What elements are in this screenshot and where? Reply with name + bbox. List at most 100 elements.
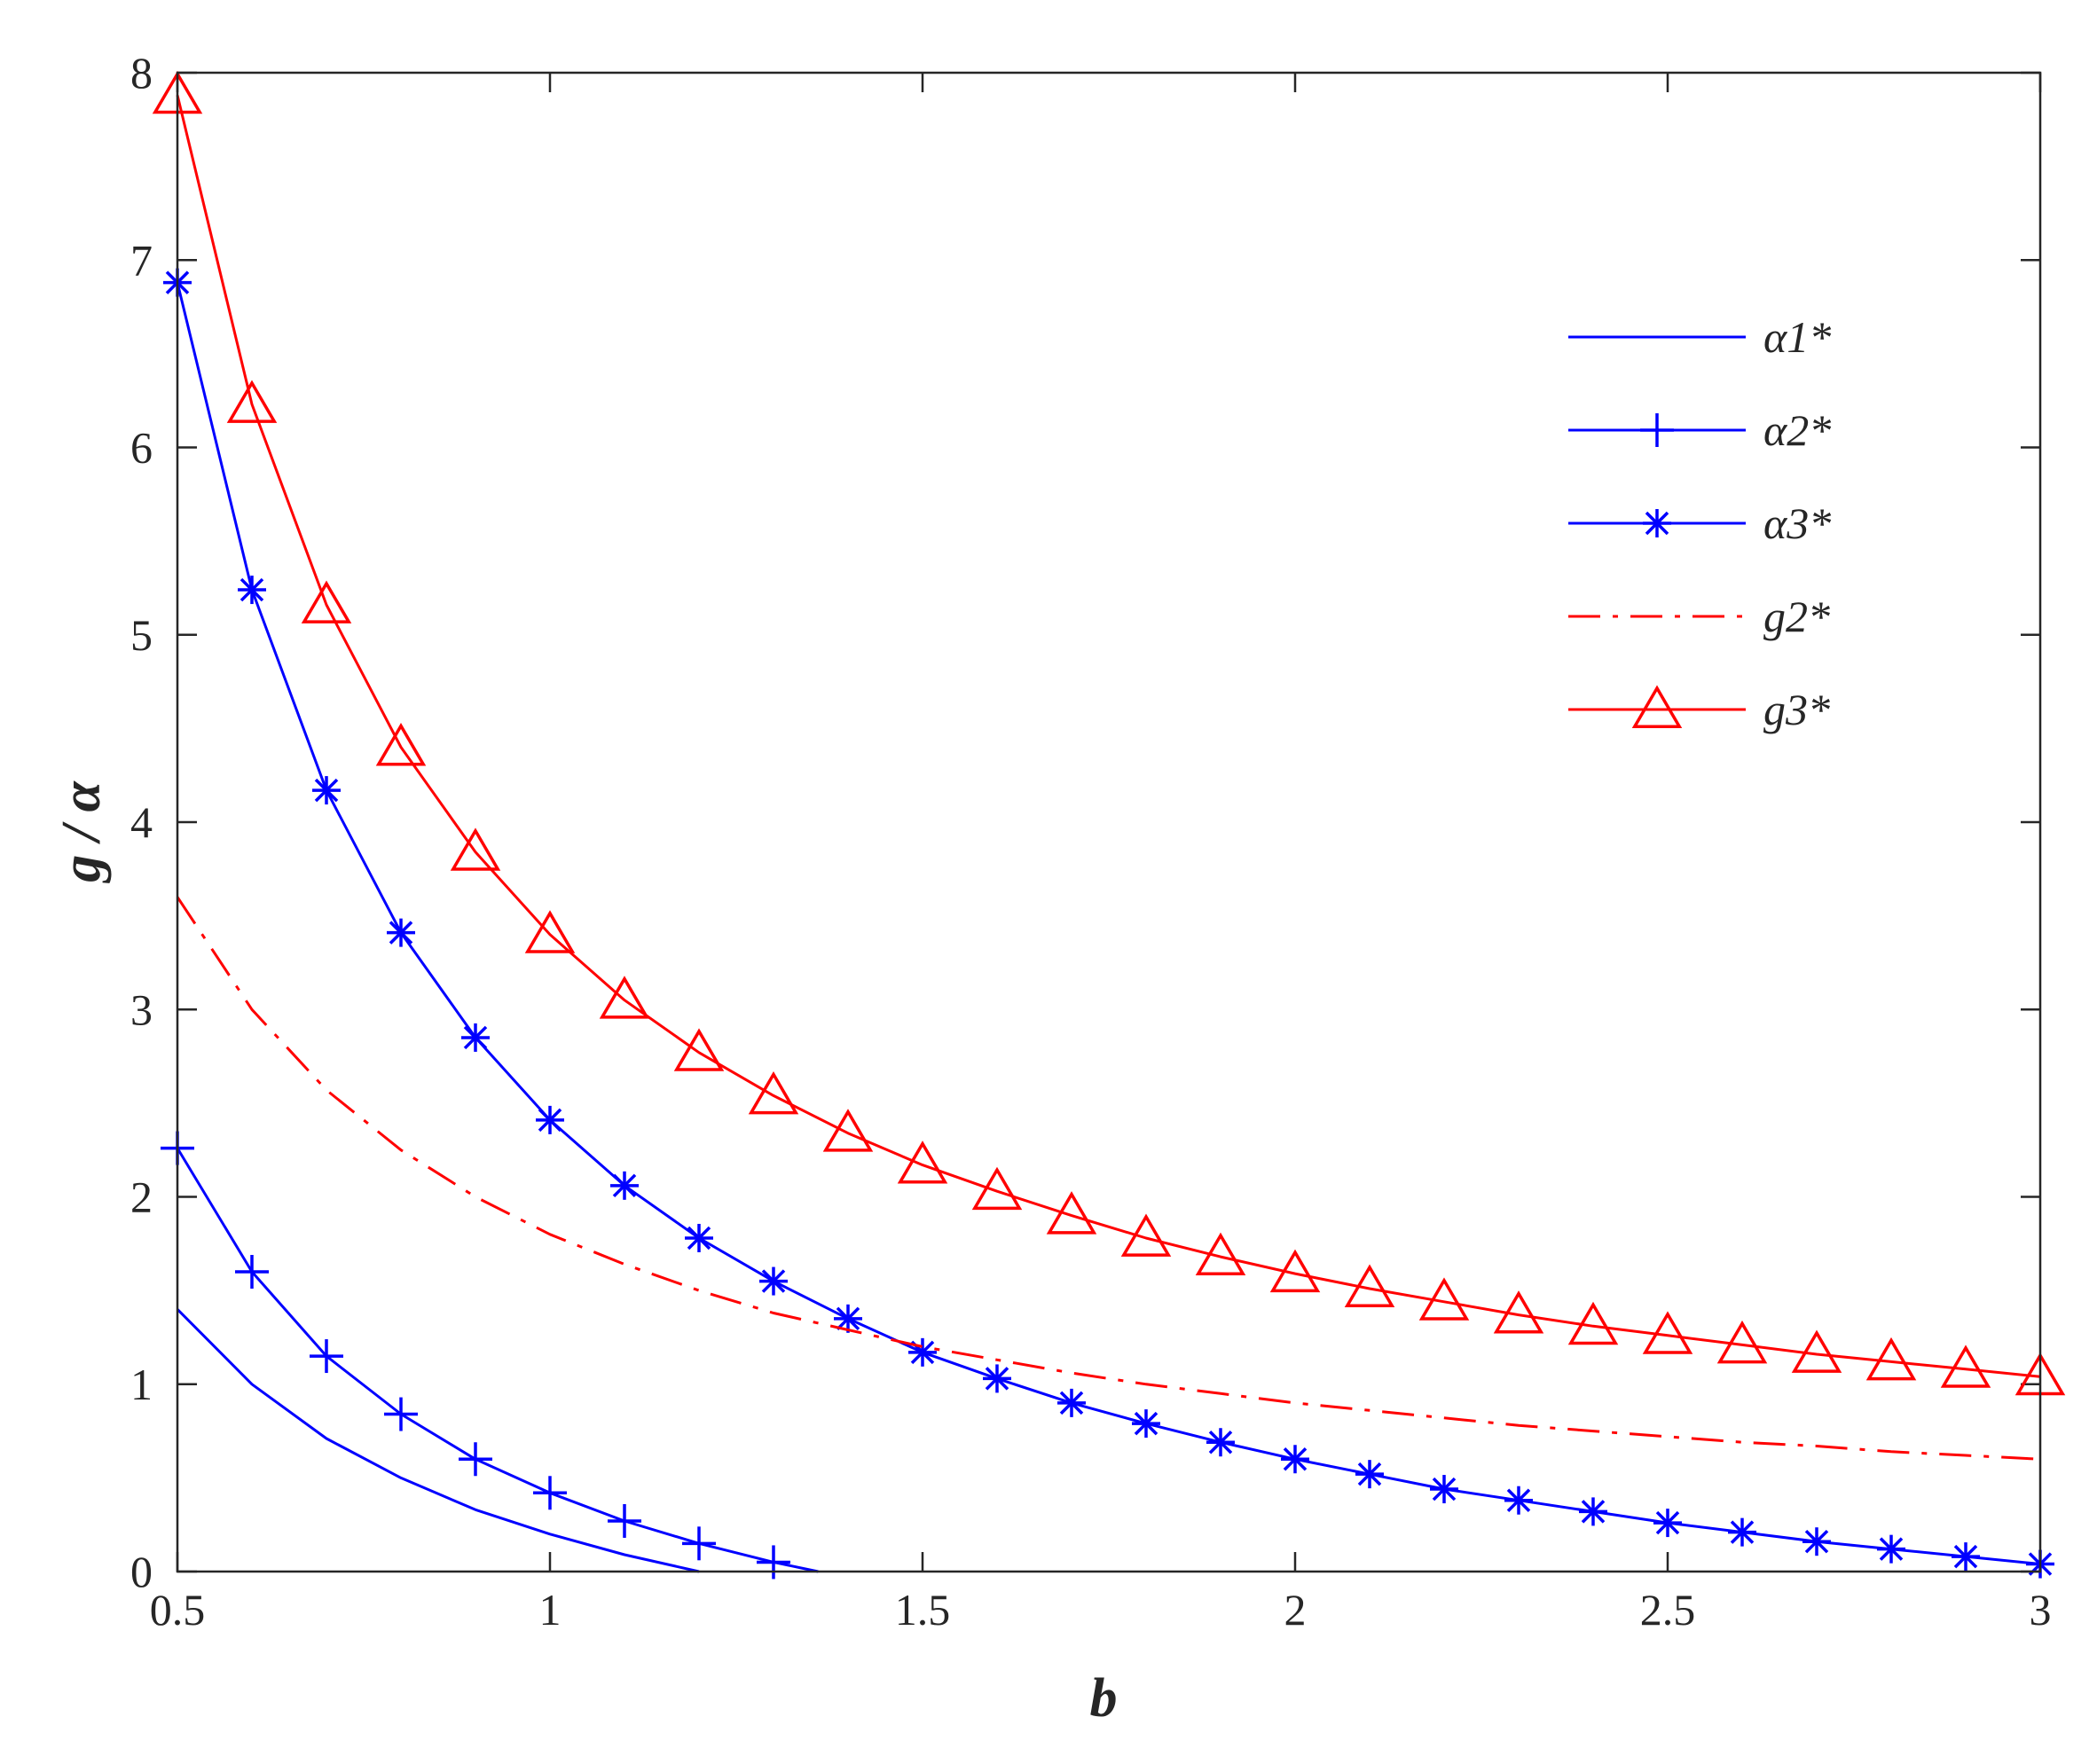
x-tick-label: 1.5 — [895, 1585, 951, 1635]
legend-marker — [1643, 509, 1671, 537]
data-point — [1865, 1337, 1917, 1381]
data-point — [1940, 1345, 1991, 1388]
y-tick-label: 5 — [130, 610, 153, 660]
legend-label: α1* — [1763, 312, 1831, 362]
data-point — [459, 1442, 492, 1477]
series-2 — [161, 1131, 819, 1580]
y-tick-label: 3 — [130, 984, 153, 1034]
legend-label: g3* — [1763, 685, 1830, 734]
series-line — [176, 1308, 700, 1573]
data-point — [1493, 1290, 1544, 1334]
data-point — [748, 1070, 799, 1115]
data-point — [1579, 1497, 1607, 1526]
data-point — [1120, 1213, 1172, 1257]
data-point — [1195, 1232, 1246, 1276]
plot-area — [177, 73, 2040, 1572]
series-3 — [163, 268, 2054, 1579]
legend-item: g3* — [1568, 685, 1830, 734]
x-tick-label: 2 — [1284, 1585, 1307, 1635]
plot-background — [177, 73, 2040, 1572]
data-point — [533, 1476, 567, 1510]
data-point — [682, 1526, 716, 1561]
data-point — [1344, 1264, 1395, 1307]
legend-marker — [1640, 413, 1674, 447]
legend-label: α3* — [1763, 498, 1831, 548]
data-point — [1791, 1329, 1842, 1373]
data-point — [387, 918, 415, 947]
data-point — [536, 1105, 564, 1134]
series-line — [176, 1147, 819, 1573]
data-point — [1653, 1509, 1682, 1538]
legend-item: α2* — [1568, 405, 1831, 455]
y-tick-label: 4 — [130, 797, 153, 847]
data-point — [301, 580, 352, 623]
data-point — [310, 1339, 343, 1374]
data-point — [897, 1141, 948, 1184]
legend: α1* α2* α3* g2* g3* — [1568, 312, 1831, 734]
series-4 — [176, 896, 2041, 1461]
data-point — [822, 1109, 874, 1152]
data-point — [235, 1255, 269, 1289]
data-point — [908, 1337, 937, 1367]
data-point — [312, 776, 341, 805]
data-point — [1046, 1191, 1097, 1235]
data-point — [461, 1023, 490, 1052]
legend-item: g2* — [1568, 592, 1830, 641]
y-axis-title: g / α — [51, 780, 112, 884]
data-point — [226, 380, 278, 423]
series-line — [176, 896, 2041, 1461]
data-point — [1281, 1445, 1309, 1474]
x-tick-label: 1 — [539, 1585, 562, 1635]
data-point — [238, 576, 266, 605]
y-tick-label: 0 — [130, 1547, 153, 1596]
y-tick-label: 6 — [130, 423, 153, 473]
y-tick-label: 2 — [130, 1172, 153, 1222]
data-point — [1355, 1460, 1384, 1489]
series-1 — [176, 1308, 700, 1573]
x-tick-label: 2.5 — [1640, 1585, 1696, 1635]
legend-label: α2* — [1763, 405, 1831, 455]
x-axis-title: b — [1090, 1668, 1118, 1729]
data-point — [834, 1304, 862, 1333]
legend-label: g2* — [1763, 592, 1830, 641]
data-point — [757, 1545, 790, 1580]
data-point — [375, 723, 427, 766]
legend-marker — [1631, 685, 1683, 728]
y-tick-label: 8 — [130, 48, 153, 98]
legend-item: α3* — [1568, 498, 1831, 548]
data-point — [983, 1364, 1011, 1393]
data-point — [1567, 1301, 1619, 1345]
y-tick-label: 7 — [130, 235, 153, 285]
data-point — [1430, 1475, 1458, 1504]
data-point — [1418, 1277, 1470, 1321]
data-point — [1728, 1517, 1756, 1547]
series-line — [176, 282, 2041, 1565]
data-point — [1642, 1311, 1693, 1354]
plot-frame — [176, 71, 2042, 1573]
data-point — [610, 1171, 639, 1200]
data-point — [1952, 1542, 1980, 1572]
y-tick-label: 1 — [130, 1360, 153, 1409]
data-point — [1206, 1428, 1235, 1457]
plot-border — [176, 71, 2042, 1573]
data-point — [1504, 1486, 1533, 1515]
x-tick-label: 3 — [2030, 1585, 2052, 1635]
data-point — [1269, 1249, 1321, 1293]
series-layer — [152, 70, 2066, 1580]
axis-tick-labels: 0.5 1 1.5 2 2.5 3 0 1 2 3 4 5 6 7 8 — [130, 48, 2052, 1635]
data-point — [1802, 1527, 1831, 1556]
data-point — [608, 1503, 641, 1538]
data-point — [384, 1397, 418, 1431]
data-point — [673, 1028, 725, 1071]
data-point — [1132, 1409, 1160, 1439]
data-point — [1877, 1534, 1905, 1564]
x-tick-label: 0.5 — [150, 1585, 206, 1635]
data-point — [1057, 1388, 1086, 1417]
data-point — [450, 827, 501, 871]
data-point — [599, 976, 650, 1019]
data-point — [971, 1166, 1023, 1211]
data-point — [1716, 1320, 1768, 1364]
data-point — [685, 1223, 713, 1252]
